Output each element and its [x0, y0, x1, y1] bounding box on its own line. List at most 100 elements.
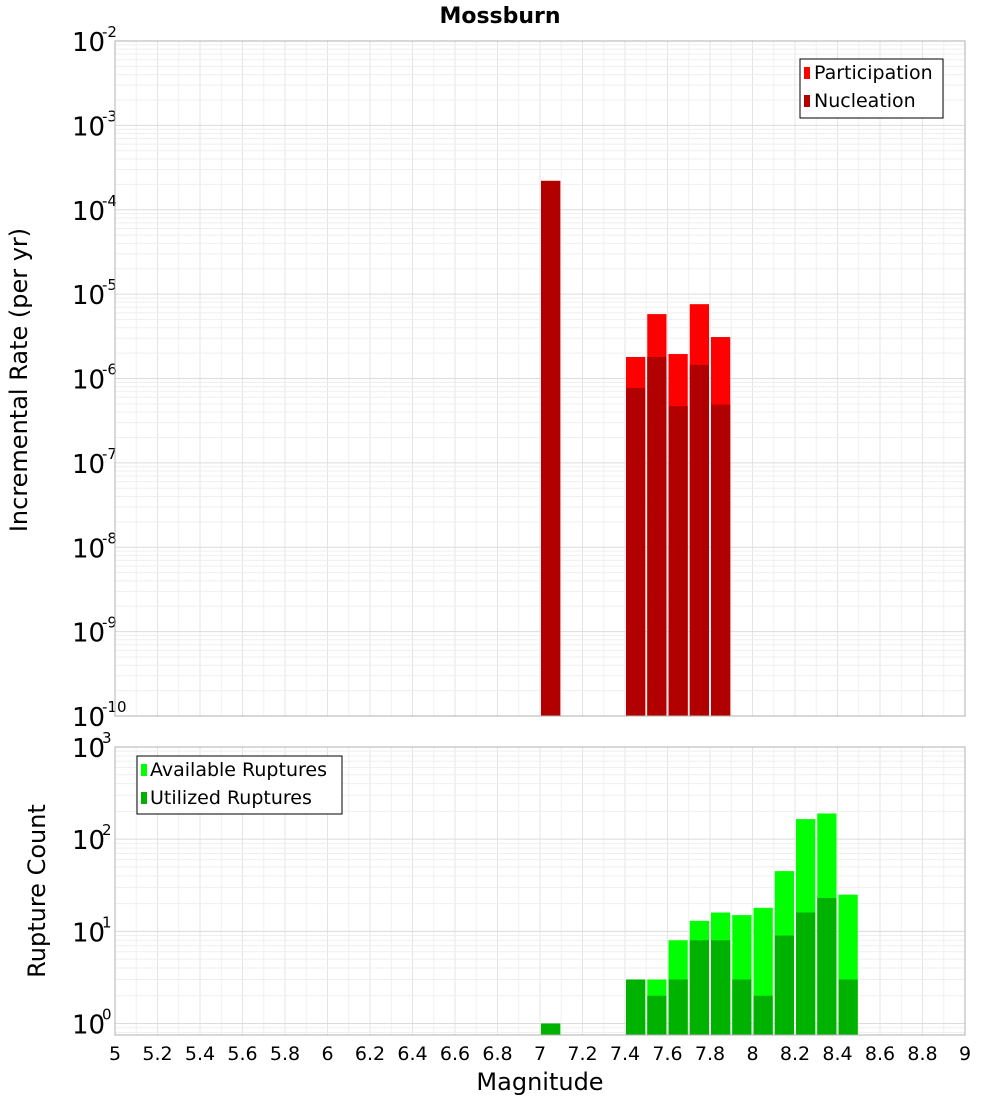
top-y-tick-exponent: -4: [102, 192, 117, 210]
bottom-bar-utilized-ruptures: [817, 897, 837, 1035]
top-y-tick-base: 10: [72, 112, 105, 142]
top-y-tick-base: 10: [72, 619, 105, 649]
top-y-tick: 10-4: [72, 192, 117, 227]
top-y-tick-exponent: -9: [102, 614, 117, 632]
x-tick-label: 8.8: [907, 1043, 937, 1065]
x-tick-label: 6.8: [482, 1043, 512, 1065]
bottom-bar-utilized-ruptures: [668, 979, 688, 1035]
bottom-y-tick: 103: [72, 729, 112, 764]
top-y-tick: 10-10: [72, 698, 127, 733]
legend-swatch-available-ruptures: [141, 764, 147, 776]
top-plot-frame: [114, 40, 966, 717]
top-bar-nucleation: [541, 180, 561, 716]
x-tick-label: 6.6: [440, 1043, 470, 1065]
bottom-legend-box: [136, 755, 343, 815]
top-gridlines: [115, 40, 965, 717]
bottom-bar-utilized-ruptures: [753, 995, 773, 1035]
bottom-y-tick: 101: [72, 913, 112, 948]
bottom-bar-utilized-ruptures: [689, 940, 709, 1035]
x-tick-label: 8: [746, 1043, 758, 1065]
x-tick-label: 5.4: [185, 1043, 215, 1065]
top-y-tick-exponent: -7: [102, 445, 117, 463]
x-tick-label: 7.4: [610, 1043, 640, 1065]
top-y-tick: 10-9: [72, 614, 117, 649]
top-y-tick: 10-7: [72, 445, 117, 480]
x-tick-label: 5.8: [270, 1043, 300, 1065]
bottom-y-tick-exponent: 1: [102, 913, 112, 931]
bottom-y-tick-exponent: 0: [102, 1005, 112, 1023]
bottom-y-axis-label: Rupture Count: [23, 804, 51, 978]
top-y-tick-exponent: -3: [102, 107, 117, 125]
top-y-tick: 10-3: [72, 107, 117, 142]
top-y-tick-exponent: -5: [102, 276, 117, 294]
top-y-tick: 10-6: [72, 361, 117, 396]
top-y-tick-base: 10: [72, 366, 105, 396]
top-bar-nucleation: [711, 404, 731, 716]
top-y-tick-exponent: -2: [102, 23, 117, 41]
bottom-bars: [541, 813, 858, 1035]
bottom-bar-utilized-ruptures: [711, 940, 731, 1035]
bottom-bar-utilized-ruptures: [732, 979, 752, 1035]
top-y-tick-base: 10: [72, 534, 105, 564]
top-y-tick-exponent: -8: [102, 529, 117, 547]
x-tick-label: 7.6: [652, 1043, 682, 1065]
top-legend-box: [799, 58, 944, 119]
bottom-bar-utilized-ruptures: [541, 1023, 561, 1035]
x-tick-label: 5.2: [142, 1043, 172, 1065]
legend-label-nucleation: Nucleation: [814, 90, 916, 112]
top-y-tick-base: 10: [72, 28, 105, 58]
x-tick-label: 5: [109, 1043, 121, 1065]
top-y-tick-base: 10: [72, 450, 105, 480]
bottom-bar-utilized-ruptures: [626, 979, 646, 1035]
bottom-y-tick-base: 10: [72, 734, 105, 764]
bottom-bar-utilized-ruptures: [647, 995, 667, 1035]
top-y-axis-label: Incremental Rate (per yr): [5, 228, 33, 532]
top-bars: [541, 180, 731, 716]
x-tick-label: 8.4: [822, 1043, 852, 1065]
x-tick-labels: 5 5.2 5.4 5.6 5.8 6 6.2 6.4 6.6 6.8 7 7.2 7.4 7.6 7.8 8…: [109, 1043, 971, 1065]
x-tick-label: 6.4: [397, 1043, 427, 1065]
top-y-tick-base: 10: [72, 281, 105, 311]
bottom-y-tick-exponent: 3: [102, 729, 112, 747]
legend-swatch-utilized-ruptures: [141, 792, 147, 804]
bottom-y-tick-base: 10: [72, 1010, 105, 1040]
bottom-y-tick-base: 10: [72, 918, 105, 948]
bottom-bar-utilized-ruptures: [838, 979, 858, 1035]
bottom-y-tick-base: 10: [72, 826, 105, 856]
x-tick-label: 5.6: [227, 1043, 257, 1065]
bottom-y-tick: 102: [72, 821, 112, 856]
bottom-bar-utilized-ruptures: [796, 912, 816, 1035]
bottom-legend: Available Ruptures Utilized Ruptures: [136, 755, 343, 815]
x-tick-label: 8.2: [780, 1043, 810, 1065]
x-tick-label: 7.8: [695, 1043, 725, 1065]
x-tick-label: 8.6: [865, 1043, 895, 1065]
legend-label-utilized-ruptures: Utilized Ruptures: [150, 787, 312, 809]
top-y-tick-base: 10: [72, 703, 105, 733]
chart-title: Mossburn: [439, 4, 560, 29]
x-tick-label: 7: [534, 1043, 546, 1065]
top-y-tick-exponent: -6: [102, 361, 117, 379]
x-axis-label: Magnitude: [476, 1068, 603, 1096]
top-y-tick-exponent: -10: [102, 698, 127, 716]
legend-label-available-ruptures: Available Ruptures: [150, 759, 327, 781]
top-y-tick: 10-8: [72, 529, 117, 564]
bottom-bar-utilized-ruptures: [774, 935, 794, 1035]
legend-label-participation: Participation: [814, 62, 933, 84]
legend-swatch-nucleation: [804, 95, 810, 107]
top-legend: Participation Nucleation: [799, 58, 944, 119]
top-y-tick: 10-2: [72, 23, 117, 58]
x-tick-label: 7.2: [567, 1043, 597, 1065]
bottom-y-tick: 100: [72, 1005, 112, 1040]
top-bar-nucleation: [668, 406, 688, 716]
bottom-plot-frame: [114, 746, 966, 1036]
legend-swatch-participation: [804, 67, 810, 79]
top-y-tick: 10-5: [72, 276, 117, 311]
bottom-y-tick-exponent: 2: [102, 821, 112, 839]
x-tick-label: 9: [959, 1043, 971, 1065]
x-tick-label: 6.2: [355, 1043, 385, 1065]
top-bar-nucleation: [626, 388, 646, 716]
